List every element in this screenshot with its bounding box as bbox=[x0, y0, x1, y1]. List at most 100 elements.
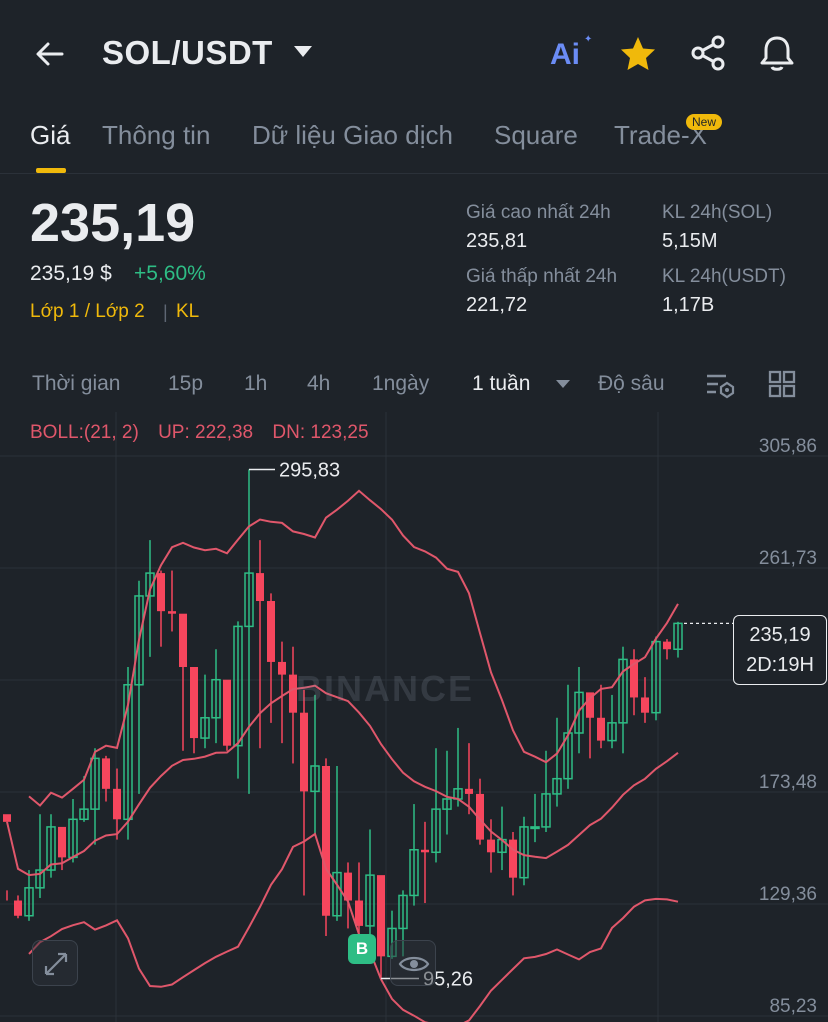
layer-link[interactable]: Lớp 1 / Lớp 2 bbox=[30, 301, 145, 322]
candle-body bbox=[102, 758, 110, 789]
candle-countdown: 2D:19H bbox=[746, 654, 814, 676]
candle-body bbox=[145, 572, 155, 597]
interval-1w[interactable]: 1 tuần bbox=[472, 372, 531, 395]
candle-body bbox=[289, 674, 297, 713]
high-24h-label: Giá cao nhất 24h bbox=[466, 202, 611, 223]
candle-body bbox=[509, 839, 517, 878]
new-badge: New bbox=[686, 114, 723, 130]
expand-icon bbox=[44, 952, 68, 976]
boll-lower-line bbox=[28, 832, 679, 1022]
share-icon[interactable] bbox=[688, 33, 728, 73]
candle-body bbox=[211, 678, 221, 719]
vol-base-label: KL 24h(SOL) bbox=[662, 202, 773, 223]
boll-params: BOLL:(21, 2) bbox=[30, 422, 139, 443]
interval-4h[interactable]: 4h bbox=[307, 372, 331, 395]
y-tick-label: 305,86 bbox=[759, 436, 817, 457]
interval-time[interactable]: Thời gian bbox=[32, 372, 121, 395]
bell-icon[interactable] bbox=[756, 32, 798, 74]
grid-layout-icon[interactable] bbox=[766, 368, 798, 400]
candle-body bbox=[398, 894, 408, 930]
candle-body bbox=[278, 661, 286, 675]
star-icon[interactable] bbox=[618, 34, 658, 74]
last-price: 235,19 bbox=[30, 193, 196, 253]
candle-body bbox=[322, 765, 330, 916]
candle-body bbox=[90, 757, 100, 810]
tab-price[interactable]: Giá bbox=[30, 120, 71, 150]
candle-body bbox=[223, 679, 231, 746]
candle-body bbox=[244, 572, 254, 628]
candle-body bbox=[46, 826, 56, 871]
tab-square[interactable]: Square bbox=[494, 120, 578, 150]
buy-marker[interactable]: B bbox=[348, 934, 376, 964]
candle-body bbox=[651, 640, 661, 714]
candle-body bbox=[574, 691, 584, 734]
candle-body bbox=[355, 900, 363, 926]
candle-body bbox=[552, 777, 562, 795]
active-tab-indicator bbox=[36, 168, 66, 173]
divider: | bbox=[163, 302, 168, 322]
chevron-down-icon[interactable] bbox=[294, 46, 312, 57]
candle-body bbox=[673, 622, 683, 650]
indicator-settings-icon[interactable] bbox=[704, 368, 736, 400]
interval-1d[interactable]: 1ngày bbox=[372, 372, 430, 395]
top-bar: SOL/USDT Ai ✦ bbox=[0, 0, 828, 108]
binance-watermark: BINANCE bbox=[296, 668, 475, 709]
candle-body bbox=[541, 793, 551, 828]
last-price-label: 235,19 bbox=[749, 624, 811, 646]
toggle-view-button[interactable] bbox=[390, 940, 436, 986]
candle-body bbox=[618, 658, 628, 724]
candle-body bbox=[487, 839, 495, 853]
candle-body bbox=[190, 667, 198, 739]
tab-info[interactable]: Thông tin bbox=[102, 120, 211, 150]
interval-1h[interactable]: 1h bbox=[244, 372, 268, 395]
detail-tabs: Giá Thông tin Dữ liệu Giao dịch Square T… bbox=[0, 108, 828, 174]
interval-15m[interactable]: 15p bbox=[168, 372, 204, 395]
vol-base-value: 5,15M bbox=[662, 230, 718, 252]
kl-link[interactable]: KL bbox=[176, 301, 200, 322]
boll-upper-line bbox=[28, 489, 679, 807]
y-tick-label: 261,73 bbox=[759, 548, 817, 569]
low-24h-label: Giá thấp nhất 24h bbox=[466, 266, 618, 287]
candle-body bbox=[58, 826, 66, 858]
candle-body bbox=[256, 573, 264, 602]
vol-quote-label: KL 24h(USDT) bbox=[662, 266, 786, 287]
candle-body bbox=[465, 788, 473, 794]
boll-upper: UP: 222,38 bbox=[158, 422, 254, 443]
candle-body bbox=[200, 717, 210, 739]
boll-middle-line bbox=[6, 684, 679, 877]
candle-body bbox=[3, 814, 11, 822]
depth-tab[interactable]: Độ sâu bbox=[598, 372, 665, 395]
y-tick-label: 129,36 bbox=[759, 884, 817, 905]
tab-trading-data[interactable]: Dữ liệu Giao dịch bbox=[252, 120, 453, 150]
high-marker-label: 295,83 bbox=[279, 459, 340, 481]
vol-quote-value: 1,17B bbox=[662, 294, 715, 316]
pair-title[interactable]: SOL/USDT bbox=[102, 34, 273, 71]
chevron-down-icon[interactable] bbox=[556, 380, 570, 388]
candle-body bbox=[476, 793, 484, 840]
candle-body bbox=[641, 697, 649, 713]
candle-body bbox=[168, 611, 176, 614]
candle-body bbox=[409, 849, 419, 897]
candle-body bbox=[233, 625, 243, 747]
y-tick-label: 173,48 bbox=[759, 772, 817, 793]
candle-body bbox=[344, 872, 352, 901]
candle-body bbox=[597, 717, 605, 741]
candle-body bbox=[35, 869, 45, 889]
candle-body bbox=[134, 595, 144, 686]
candle-body bbox=[332, 871, 342, 917]
last-price-tag: 235,19 2D:19H bbox=[733, 615, 827, 685]
sparkle-icon: ✦ bbox=[584, 34, 593, 45]
candle-body bbox=[267, 601, 275, 662]
ai-assistant-icon[interactable]: Ai bbox=[550, 38, 580, 71]
expand-chart-button[interactable] bbox=[32, 940, 78, 986]
arrow-left-icon[interactable] bbox=[32, 36, 68, 72]
candle-body bbox=[14, 900, 22, 916]
candle-body bbox=[79, 808, 89, 821]
candle-body bbox=[300, 712, 308, 792]
candle-body bbox=[24, 887, 34, 917]
candle-body bbox=[377, 875, 385, 957]
candle-body bbox=[157, 573, 165, 612]
candlestick-chart[interactable]: 305,86261,73217,61173,48129,3685,23295,8… bbox=[0, 412, 828, 1022]
candle-body bbox=[607, 722, 617, 742]
fiat-price: 235,19 $ bbox=[30, 262, 112, 285]
